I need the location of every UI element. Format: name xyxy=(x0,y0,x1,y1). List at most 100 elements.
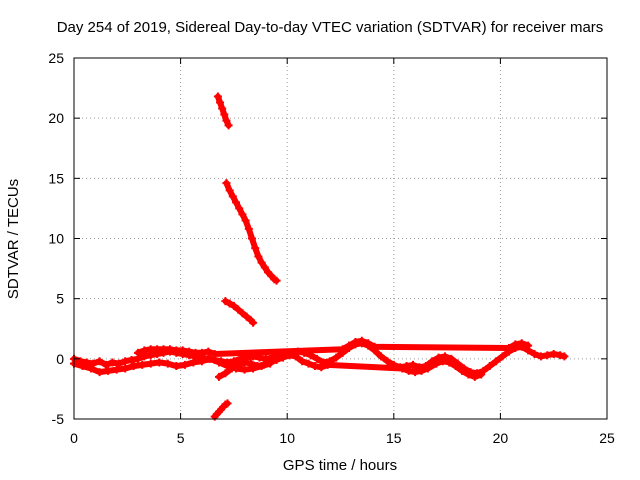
data-point xyxy=(140,346,149,355)
data-point xyxy=(238,309,247,318)
data-point xyxy=(357,336,366,345)
data-point xyxy=(310,362,319,371)
data-point xyxy=(383,357,392,366)
axis-ticks: 0 5 10 15 20 25 -5 0 5 10 15 20 25 xyxy=(48,50,615,446)
data-point xyxy=(438,357,447,366)
data-point xyxy=(197,357,206,366)
data-point xyxy=(185,347,194,356)
data-point xyxy=(172,362,181,371)
data-point xyxy=(121,357,130,366)
data-point xyxy=(78,362,87,371)
data-point xyxy=(95,357,104,366)
x-tick-label: 5 xyxy=(177,430,185,446)
data-point xyxy=(313,354,322,363)
data-point xyxy=(260,263,269,272)
data-point xyxy=(216,98,225,107)
data-point xyxy=(492,357,501,366)
data-point xyxy=(278,353,287,362)
data-point xyxy=(223,399,232,408)
data-point xyxy=(251,244,260,253)
data-point xyxy=(464,370,473,379)
data-point xyxy=(411,368,420,377)
data-point xyxy=(234,360,243,369)
data-point xyxy=(432,359,441,368)
data-point xyxy=(398,364,407,373)
data-point xyxy=(332,353,341,362)
series-band xyxy=(223,180,280,284)
data-point xyxy=(238,210,247,219)
data-point xyxy=(560,352,569,361)
data-point xyxy=(351,337,360,346)
data-point xyxy=(244,224,253,233)
data-point xyxy=(536,352,545,361)
data-point xyxy=(146,359,155,368)
data-point xyxy=(95,368,104,377)
data-point xyxy=(345,341,354,350)
data-point xyxy=(485,362,494,371)
y-tick-label: 0 xyxy=(56,351,64,367)
data-point xyxy=(504,344,513,353)
data-point xyxy=(257,258,266,267)
data-point xyxy=(138,360,147,369)
data-point xyxy=(242,312,251,321)
data-point xyxy=(364,339,373,348)
data-point xyxy=(114,359,123,368)
data-point xyxy=(225,299,234,308)
data-point xyxy=(370,342,379,351)
data-point xyxy=(218,104,227,113)
data-point xyxy=(498,352,507,361)
data-point xyxy=(210,350,219,359)
series-steep-arc-middle xyxy=(222,179,281,285)
data-point xyxy=(259,360,268,369)
data-point xyxy=(338,345,347,354)
data-point xyxy=(240,358,249,367)
data-point xyxy=(423,364,432,373)
data-point xyxy=(87,364,96,373)
data-point xyxy=(417,366,426,375)
y-tick-label: -5 xyxy=(52,411,65,427)
data-point xyxy=(458,366,467,375)
data-point xyxy=(511,340,520,349)
data-point xyxy=(232,198,241,207)
data-point xyxy=(524,341,533,350)
data-point xyxy=(222,116,231,125)
data-point xyxy=(197,348,206,357)
data-point xyxy=(317,363,326,372)
data-point xyxy=(104,366,113,375)
data-point xyxy=(477,370,486,379)
data-point xyxy=(108,358,117,367)
data-point xyxy=(254,252,263,261)
x-axis-label: GPS time / hours xyxy=(283,457,397,474)
series-steep-arc-low xyxy=(221,297,258,327)
y-tick-label: 20 xyxy=(48,110,64,126)
data-point xyxy=(222,179,231,188)
data-point xyxy=(220,110,229,119)
data-point xyxy=(323,360,332,369)
series-secondary-band xyxy=(214,351,486,381)
series-upper-bump-band xyxy=(133,336,533,359)
data-point xyxy=(248,234,257,243)
data-point xyxy=(451,362,460,371)
data-point xyxy=(556,351,565,360)
data-point xyxy=(234,305,243,314)
x-tick-label: 20 xyxy=(493,430,509,446)
data-point xyxy=(253,362,262,371)
data-point xyxy=(470,372,479,381)
data-point xyxy=(241,216,250,225)
data-point xyxy=(549,350,558,359)
data-point xyxy=(249,318,258,327)
x-tick-label: 10 xyxy=(279,430,295,446)
data-point xyxy=(227,364,236,373)
data-point xyxy=(235,204,244,213)
data-point xyxy=(530,350,539,359)
data-point xyxy=(221,297,230,306)
data-point xyxy=(404,366,413,375)
data-point xyxy=(272,356,281,365)
data-point xyxy=(121,364,130,373)
y-tick-label: 10 xyxy=(48,231,64,247)
x-tick-label: 15 xyxy=(386,430,402,446)
data-point xyxy=(206,354,215,363)
series-steep-arc-top xyxy=(213,92,233,130)
data-point xyxy=(112,365,121,374)
